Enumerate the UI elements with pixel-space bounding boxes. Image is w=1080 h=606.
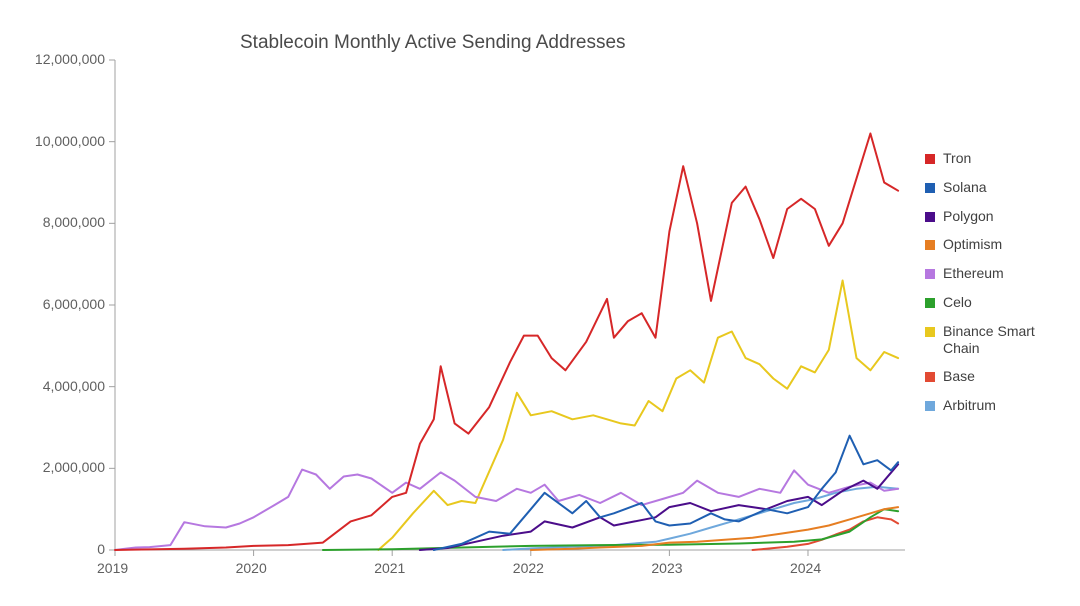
legend-label: Optimism [943,236,1002,253]
y-tick-label: 4,000,000 [43,378,105,394]
legend-item-celo: Celo [925,294,1063,311]
legend-item-arbitrum: Arbitrum [925,397,1063,414]
chart-title: Stablecoin Monthly Active Sending Addres… [240,32,626,54]
series-line-ethereum [115,470,898,550]
legend-swatch [925,183,935,193]
legend-item-polygon: Polygon [925,208,1063,225]
legend-item-tron: Tron [925,150,1063,167]
legend-swatch [925,372,935,382]
y-tick-label: 10,000,000 [35,133,105,149]
y-tick-label: 0 [97,541,105,557]
x-tick-label: 2022 [513,560,544,576]
y-tick-label: 8,000,000 [43,214,105,230]
legend-item-optimism: Optimism [925,236,1063,253]
y-tick-label: 12,000,000 [35,51,105,67]
legend-label: Base [943,368,975,385]
legend-label: Celo [943,294,972,311]
legend-item-ethereum: Ethereum [925,265,1063,282]
legend-label: Polygon [943,208,994,225]
legend-swatch [925,327,935,337]
legend-swatch [925,154,935,164]
legend-label: Arbitrum [943,397,996,414]
chart-legend: Tron Solana Polygon Optimism Ethereum Celo Bin… [925,150,1063,426]
x-tick-label: 2020 [236,560,267,576]
chart-svg [0,0,1080,606]
x-tick-label: 2024 [790,560,821,576]
legend-label: Ethereum [943,265,1004,282]
x-tick-label: 2019 [97,560,128,576]
legend-swatch [925,401,935,411]
chart-root: Stablecoin Monthly Active Sending Addres… [0,0,1080,606]
legend-swatch [925,240,935,250]
legend-swatch [925,298,935,308]
x-tick-label: 2023 [651,560,682,576]
y-tick-label: 2,000,000 [43,459,105,475]
legend-label: Solana [943,179,987,196]
x-tick-label: 2021 [374,560,405,576]
legend-item-base: Base [925,368,1063,385]
legend-swatch [925,212,935,222]
legend-swatch [925,269,935,279]
legend-label: Tron [943,150,971,167]
series-line-tron [115,134,898,551]
legend-item-solana: Solana [925,179,1063,196]
series-line-binance-smart-chain [378,281,898,551]
legend-item-binance-smart-chain: Binance Smart Chain [925,323,1063,357]
y-tick-label: 6,000,000 [43,296,105,312]
legend-label: Binance Smart Chain [943,323,1063,357]
